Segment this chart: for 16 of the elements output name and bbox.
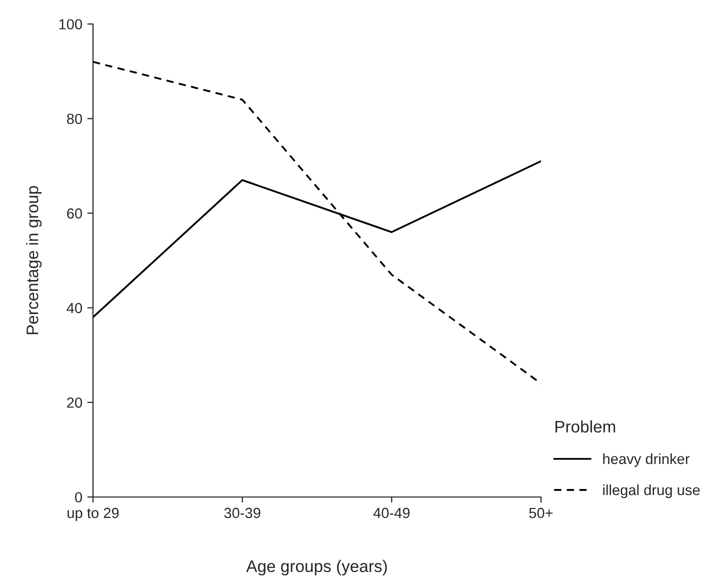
legend-label: heavy drinker — [603, 453, 690, 467]
y-tick-label: 80 — [66, 114, 82, 124]
y-tick-label: 20 — [67, 398, 82, 408]
x-tick-label: 50+ — [529, 508, 553, 518]
y-tick-label: 100 — [59, 19, 82, 30]
legend-title: Problem — [555, 420, 616, 433]
y-axis-title: Percentage in group — [26, 186, 42, 334]
x-tick-label: 40-49 — [373, 508, 410, 518]
legend-label: illegal drug use — [603, 484, 700, 498]
line-series — [93, 60, 541, 384]
x-tick-label: 30-39 — [224, 508, 260, 518]
y-tick-label: 60 — [67, 208, 82, 219]
y-tick-label: 0 — [75, 492, 82, 502]
y-tick-label: 40 — [66, 302, 82, 314]
x-axis-title: Age groups (years) — [246, 560, 387, 576]
x-tick-label: up to 29 — [68, 508, 119, 522]
